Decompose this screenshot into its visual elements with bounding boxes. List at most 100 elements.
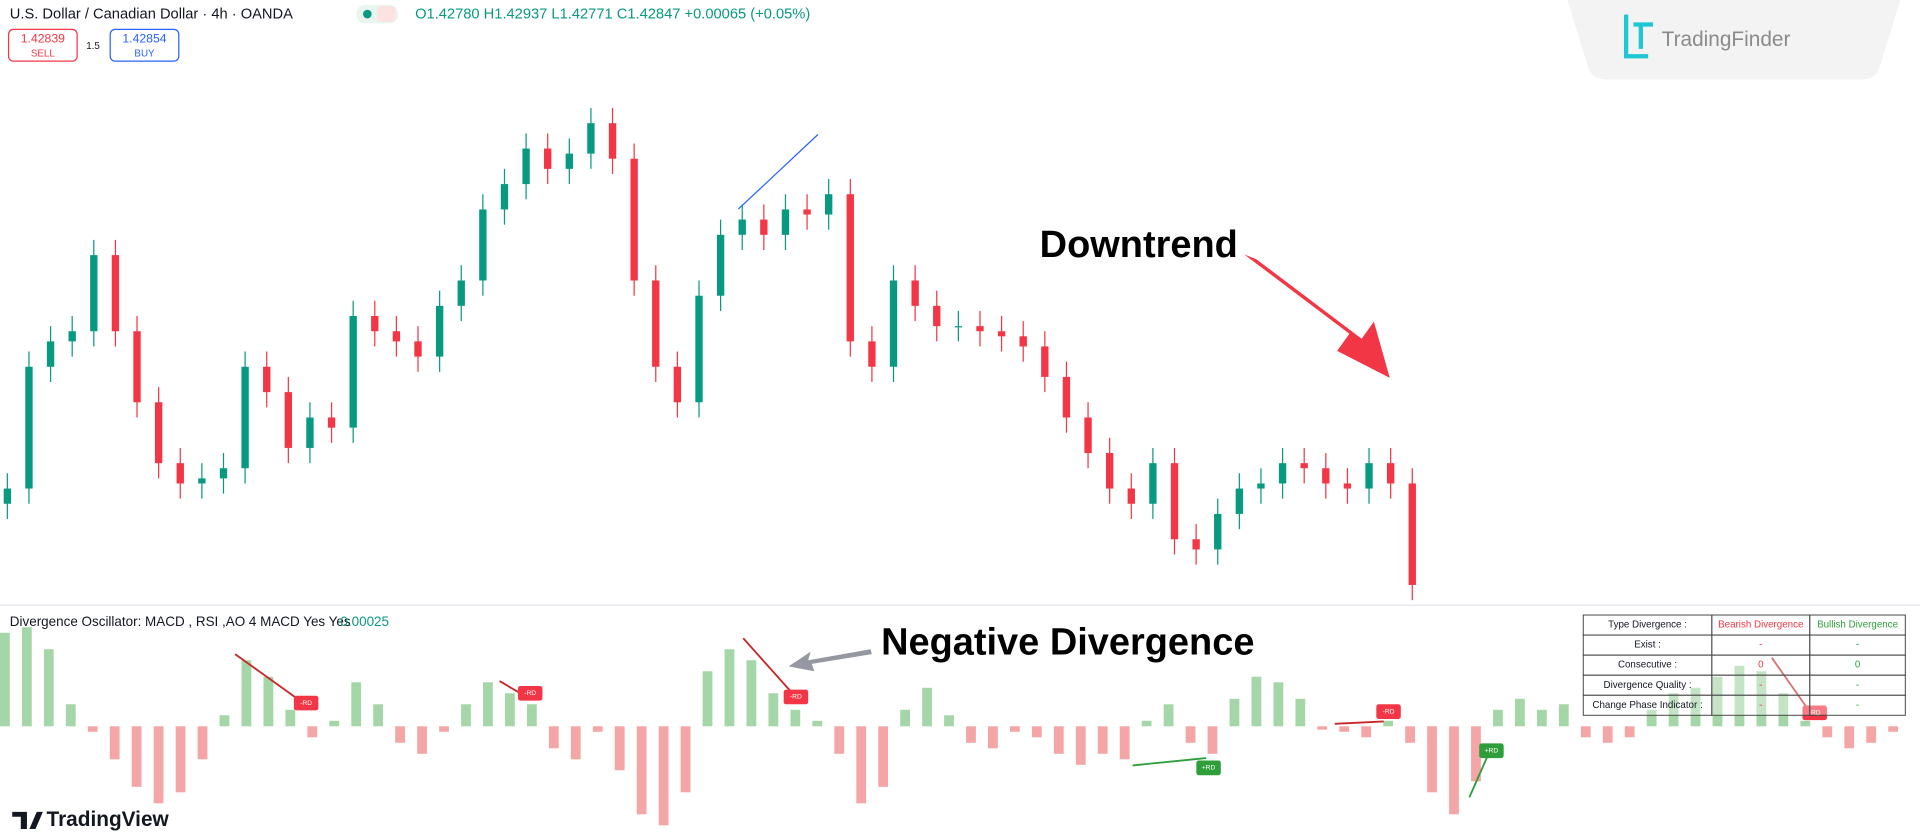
status-dot xyxy=(363,9,372,19)
histogram-bar xyxy=(395,726,406,743)
histogram-bar xyxy=(658,726,669,826)
candle-body xyxy=(716,234,725,296)
candle-body xyxy=(781,209,790,235)
candle-body xyxy=(68,331,76,342)
histogram-bar xyxy=(1449,726,1459,815)
table-text: 0 xyxy=(1758,660,1764,671)
histogram-bar xyxy=(790,709,801,727)
histogram-bar xyxy=(592,726,603,732)
candle-body xyxy=(111,255,120,332)
trend-line xyxy=(737,134,819,210)
candle-body xyxy=(1300,463,1308,469)
histogram-bar xyxy=(1119,726,1130,760)
histogram-bar xyxy=(1141,720,1152,727)
sell-label: SELL xyxy=(31,48,55,59)
candle-body xyxy=(1084,417,1092,454)
histogram-bar xyxy=(285,709,296,727)
histogram-bar xyxy=(1471,726,1481,782)
divergence-line xyxy=(1132,757,1207,767)
histogram-bar xyxy=(724,649,735,727)
histogram-bar xyxy=(1075,726,1086,765)
candle-body xyxy=(46,341,55,367)
histogram-bar xyxy=(109,726,120,760)
histogram-bar xyxy=(1822,726,1833,738)
histogram-bar xyxy=(21,627,32,727)
candle-body xyxy=(630,158,638,281)
candle-body xyxy=(306,417,314,448)
candle-body xyxy=(154,402,163,464)
divergence-marker-label: -RD xyxy=(1809,710,1821,717)
histogram-bar xyxy=(307,726,318,738)
candle-body xyxy=(803,209,811,215)
buy-button[interactable] xyxy=(109,28,180,62)
histogram-bar xyxy=(1558,704,1569,727)
sell-button[interactable] xyxy=(7,28,78,62)
histogram-bar xyxy=(1427,726,1437,793)
histogram-bar xyxy=(1514,698,1525,727)
table-text: - xyxy=(1856,640,1859,651)
candle-body xyxy=(284,392,293,448)
candle-body xyxy=(1192,539,1200,550)
table-text: - xyxy=(1759,640,1762,651)
divergence-marker xyxy=(783,689,809,705)
histogram-bar xyxy=(131,726,142,787)
table-text: Type Divergence : xyxy=(1608,620,1687,631)
histogram-bar xyxy=(1580,726,1591,738)
table-text: Consecutive : xyxy=(1618,660,1677,671)
ohlc: O1.42780 H1.42937 L1.42771 C1.42847 +0.0… xyxy=(415,7,810,23)
candle-body xyxy=(1408,483,1416,585)
histogram-bar xyxy=(1185,726,1196,743)
histogram-bar xyxy=(988,726,998,749)
table-text: 0 xyxy=(1855,660,1861,671)
histogram-bar xyxy=(1646,709,1657,727)
symbol: U.S. Dollar / Canadian Dollar · 4h · OAN… xyxy=(10,7,293,23)
histogram-bar xyxy=(614,726,625,771)
candle-body xyxy=(1343,483,1352,489)
histogram-bar xyxy=(65,704,76,727)
histogram-bar xyxy=(197,726,208,760)
histogram-bar xyxy=(1361,726,1372,738)
tradingview-icon xyxy=(12,811,43,829)
status-icon xyxy=(377,6,396,23)
table-text: - xyxy=(1856,700,1859,711)
histogram-bar xyxy=(1624,726,1635,738)
histogram-bar xyxy=(43,649,54,727)
histogram-bar xyxy=(944,715,954,727)
divergence-marker xyxy=(1479,743,1504,759)
candle-body xyxy=(1170,463,1179,540)
candle-body xyxy=(1278,463,1287,484)
oscillator-value: 0.00025 xyxy=(340,614,389,629)
histogram-bar xyxy=(1317,726,1328,730)
candle-body xyxy=(1019,336,1027,347)
table-text: - xyxy=(1759,680,1762,691)
candle-body xyxy=(889,280,898,367)
histogram-bar xyxy=(0,632,10,727)
histogram-bar xyxy=(1251,676,1262,727)
histogram-bar xyxy=(241,660,252,727)
candle-body xyxy=(954,326,963,328)
candle-body xyxy=(673,366,682,403)
histogram-bar xyxy=(1207,726,1218,754)
histogram-bar xyxy=(878,726,889,787)
histogram-bar xyxy=(1295,698,1306,727)
candle-body xyxy=(933,305,941,327)
candle-body xyxy=(565,153,573,169)
histogram-bar xyxy=(1800,720,1811,727)
divergence-marker-label: +RD xyxy=(1202,765,1216,772)
candle-body xyxy=(587,123,595,154)
candle-body xyxy=(3,488,12,504)
divergence-line xyxy=(1468,755,1489,798)
candle-body xyxy=(1214,513,1222,550)
divergence-marker xyxy=(1802,705,1827,721)
histogram-bar xyxy=(812,720,823,727)
candle-body xyxy=(1062,376,1071,418)
histogram-bar xyxy=(329,720,340,727)
histogram-bar xyxy=(768,693,779,727)
histogram-bar xyxy=(1339,726,1350,732)
sell-price: 1.42839 xyxy=(21,31,65,45)
histogram-bar xyxy=(1097,726,1108,754)
divergence-marker-label: +RD xyxy=(1485,748,1499,755)
candle-body xyxy=(198,478,206,484)
candle-body xyxy=(263,366,271,393)
